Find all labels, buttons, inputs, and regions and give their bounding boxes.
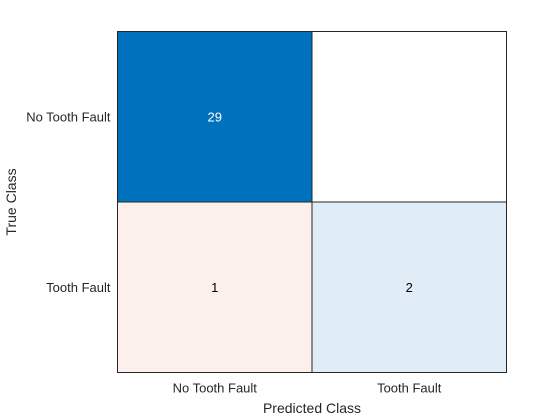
cell-value-r1-c1: 2 [406,280,413,295]
y-axis-label: True Class [3,168,19,235]
cell-value-r0-c0: 29 [208,109,222,124]
x-tick-label: Tooth Fault [377,381,442,396]
matrix-cell-r1-c1 [311,201,507,373]
x-tick-label: No Tooth Fault [173,381,258,396]
matrix-cell-r0-c0 [117,31,313,203]
matrix-cell-r0-c1 [311,31,507,203]
ticks-layer: No Tooth Fault Tooth Fault No Tooth Fault T… [26,109,442,395]
cells-layer: 29 1 2 [117,31,507,373]
plot-frame [117,31,507,373]
x-axis-label: Predicted Class [263,400,361,416]
cell-value-r1-c0: 1 [211,280,218,295]
y-tick-label: No Tooth Fault [26,109,111,124]
y-tick-label: Tooth Fault [46,280,111,295]
matrix-cell-r1-c0 [117,201,313,373]
